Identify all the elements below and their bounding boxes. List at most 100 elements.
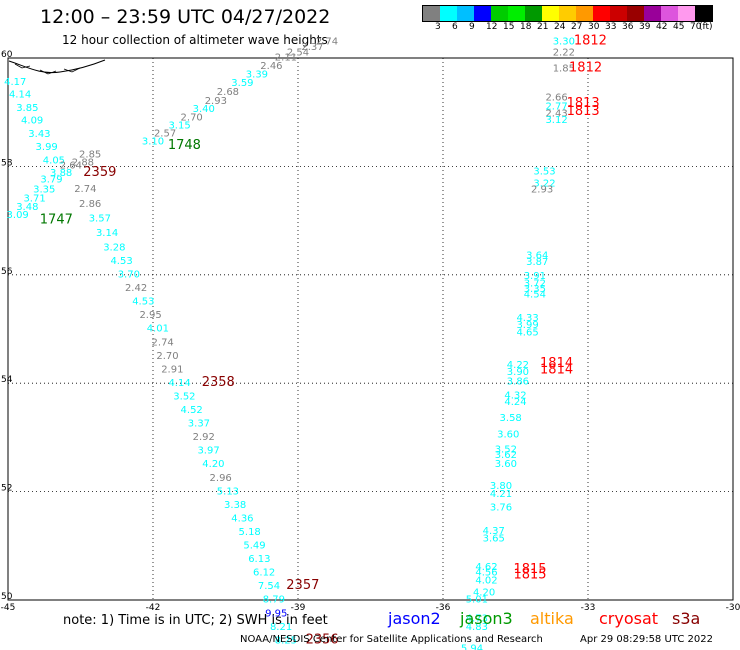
wave-height-value: 2.57 [154, 129, 176, 140]
wave-height-value: 2.54 [287, 47, 309, 58]
latitude-label: 54 [1, 375, 13, 385]
wave-height-value: 3.53 [533, 167, 555, 178]
wave-height-value: 4.53 [110, 256, 132, 267]
page-subtitle: 12 hour collection of altimeter wave hei… [62, 33, 328, 47]
wave-height-value: 3.60 [495, 459, 517, 470]
wave-height-value: 2.95 [139, 310, 161, 321]
time-label: 1815 [513, 567, 546, 582]
legend-swatch [593, 6, 610, 21]
legend-swatch [525, 6, 542, 21]
wave-height-value: 2.74 [74, 184, 96, 195]
legend-label: 6 [452, 22, 458, 32]
wave-height-value: 2.96 [210, 473, 232, 484]
wave-height-value: 6.55 [461, 649, 483, 650]
time-label: 1814 [540, 362, 573, 377]
wave-height-value: 4.56 [475, 568, 497, 579]
mission-s3a: s3a [672, 609, 701, 628]
wave-height-value: 5.18 [239, 527, 261, 538]
wave-height-value: 4.33 [516, 313, 538, 324]
wave-height-value: 3.52 [173, 391, 195, 402]
wave-height-value: 2.68 [217, 87, 239, 98]
wave-height-value: 3.72 [524, 279, 546, 290]
wave-height-value: 7.54 [258, 581, 280, 592]
wave-height-value: 2.66 [545, 92, 567, 103]
wave-height-value: 3.59 [231, 78, 253, 89]
wave-height-value: 2.64 [60, 161, 82, 172]
wave-height-value: 3.30 [553, 36, 575, 47]
wave-height-value: 4.20 [202, 459, 224, 470]
legend-label: 9 [469, 22, 475, 32]
wave-height-value: 9.95 [265, 608, 287, 619]
map-frame [7, 57, 734, 601]
latitude-label: 50 [1, 592, 13, 602]
footer-credit: NOAA/NESDIS Center for Satellite Applica… [240, 634, 543, 645]
legend-swatch [576, 6, 593, 21]
wave-height-value: 4.05 [43, 156, 65, 167]
wave-height-value: 4.53 [132, 297, 154, 308]
longitude-label: -42 [146, 603, 161, 613]
time-label: 1812 [569, 61, 602, 76]
legend-label: 3 [435, 22, 441, 32]
wave-height-value: 3.58 [500, 413, 522, 424]
wave-height-value: 3.65 [483, 533, 505, 544]
wave-height-value: 3.88 [50, 168, 72, 179]
wave-height-value: 8.25 [275, 635, 297, 646]
wave-height-points: 4.174.143.854.093.433.994.053.883.793.35… [4, 33, 607, 650]
legend-label: 36 [622, 22, 634, 32]
wave-height-value: 3.10 [142, 137, 164, 148]
wave-height-value: 5.13 [217, 486, 239, 497]
wave-height-value: 3.22 [533, 178, 555, 189]
wave-height-value: 6.13 [248, 554, 270, 565]
wave-height-value: 3.87 [526, 257, 548, 268]
wave-height-value: 2.11 [275, 53, 297, 64]
wave-height-value: 5.49 [243, 541, 265, 552]
wave-height-value: 2.37 [301, 42, 323, 53]
legend-label: 70 [690, 22, 702, 32]
legend-swatch [644, 6, 661, 21]
wave-height-value: 2.70 [156, 351, 178, 362]
wave-height-value: 3.14 [96, 228, 118, 239]
legend-label: 15 [503, 22, 515, 32]
legend-swatch [678, 6, 695, 21]
wave-height-value: 4.22 [507, 360, 529, 371]
wave-height-value: 2.43 [545, 109, 567, 120]
longitude-label: -39 [291, 603, 306, 613]
legend-label: 21 [537, 22, 549, 32]
wave-height-value: 2.77 [545, 101, 567, 112]
wave-height-value: 3.48 [16, 202, 38, 213]
wave-height-value: 4.21 [490, 489, 512, 500]
wave-height-value: 3.70 [118, 270, 140, 281]
wave-height-value: 6.12 [253, 568, 275, 579]
wave-height-value: 2.85 [79, 150, 101, 161]
wave-height-value: 3.35 [524, 284, 546, 295]
wave-height-value: 2.92 [193, 432, 215, 443]
time-label: 1815 [513, 562, 546, 577]
footer-date: Apr 29 08:29:58 UTC 2022 [580, 634, 713, 645]
wave-height-value: 3.99 [516, 320, 538, 331]
wave-height-value: 4.73 [466, 614, 488, 625]
wave-height-value: 4.32 [504, 390, 526, 401]
longitude-label: -45 [1, 603, 16, 613]
grid-lines [8, 58, 733, 600]
color-scale-legend [422, 5, 713, 22]
wave-height-value: 3.71 [23, 194, 45, 205]
wave-height-value: 4.09 [21, 116, 43, 127]
wave-height-value: 4.62 [475, 562, 497, 573]
coastline-detail [14, 63, 81, 75]
longitude-label: -36 [436, 603, 451, 613]
wave-height-value: 2.46 [260, 61, 282, 72]
wave-height-value: 3.37 [188, 419, 210, 430]
wave-height-value: 2.22 [553, 47, 575, 58]
legend-label: (ft) [699, 22, 713, 32]
wave-height-value: 3.64 [526, 251, 548, 262]
wave-height-value: 3.80 [490, 481, 512, 492]
wave-height-value: 5.94 [461, 643, 483, 650]
latitude-label: 52 [1, 484, 12, 494]
legend-swatch [474, 6, 491, 21]
legend-swatch [457, 6, 474, 21]
legend-label: 12 [486, 22, 498, 32]
wave-height-value: 8.79 [263, 595, 285, 606]
wave-height-value: 4.24 [504, 397, 526, 408]
wave-height-value: 4.01 [147, 324, 169, 335]
